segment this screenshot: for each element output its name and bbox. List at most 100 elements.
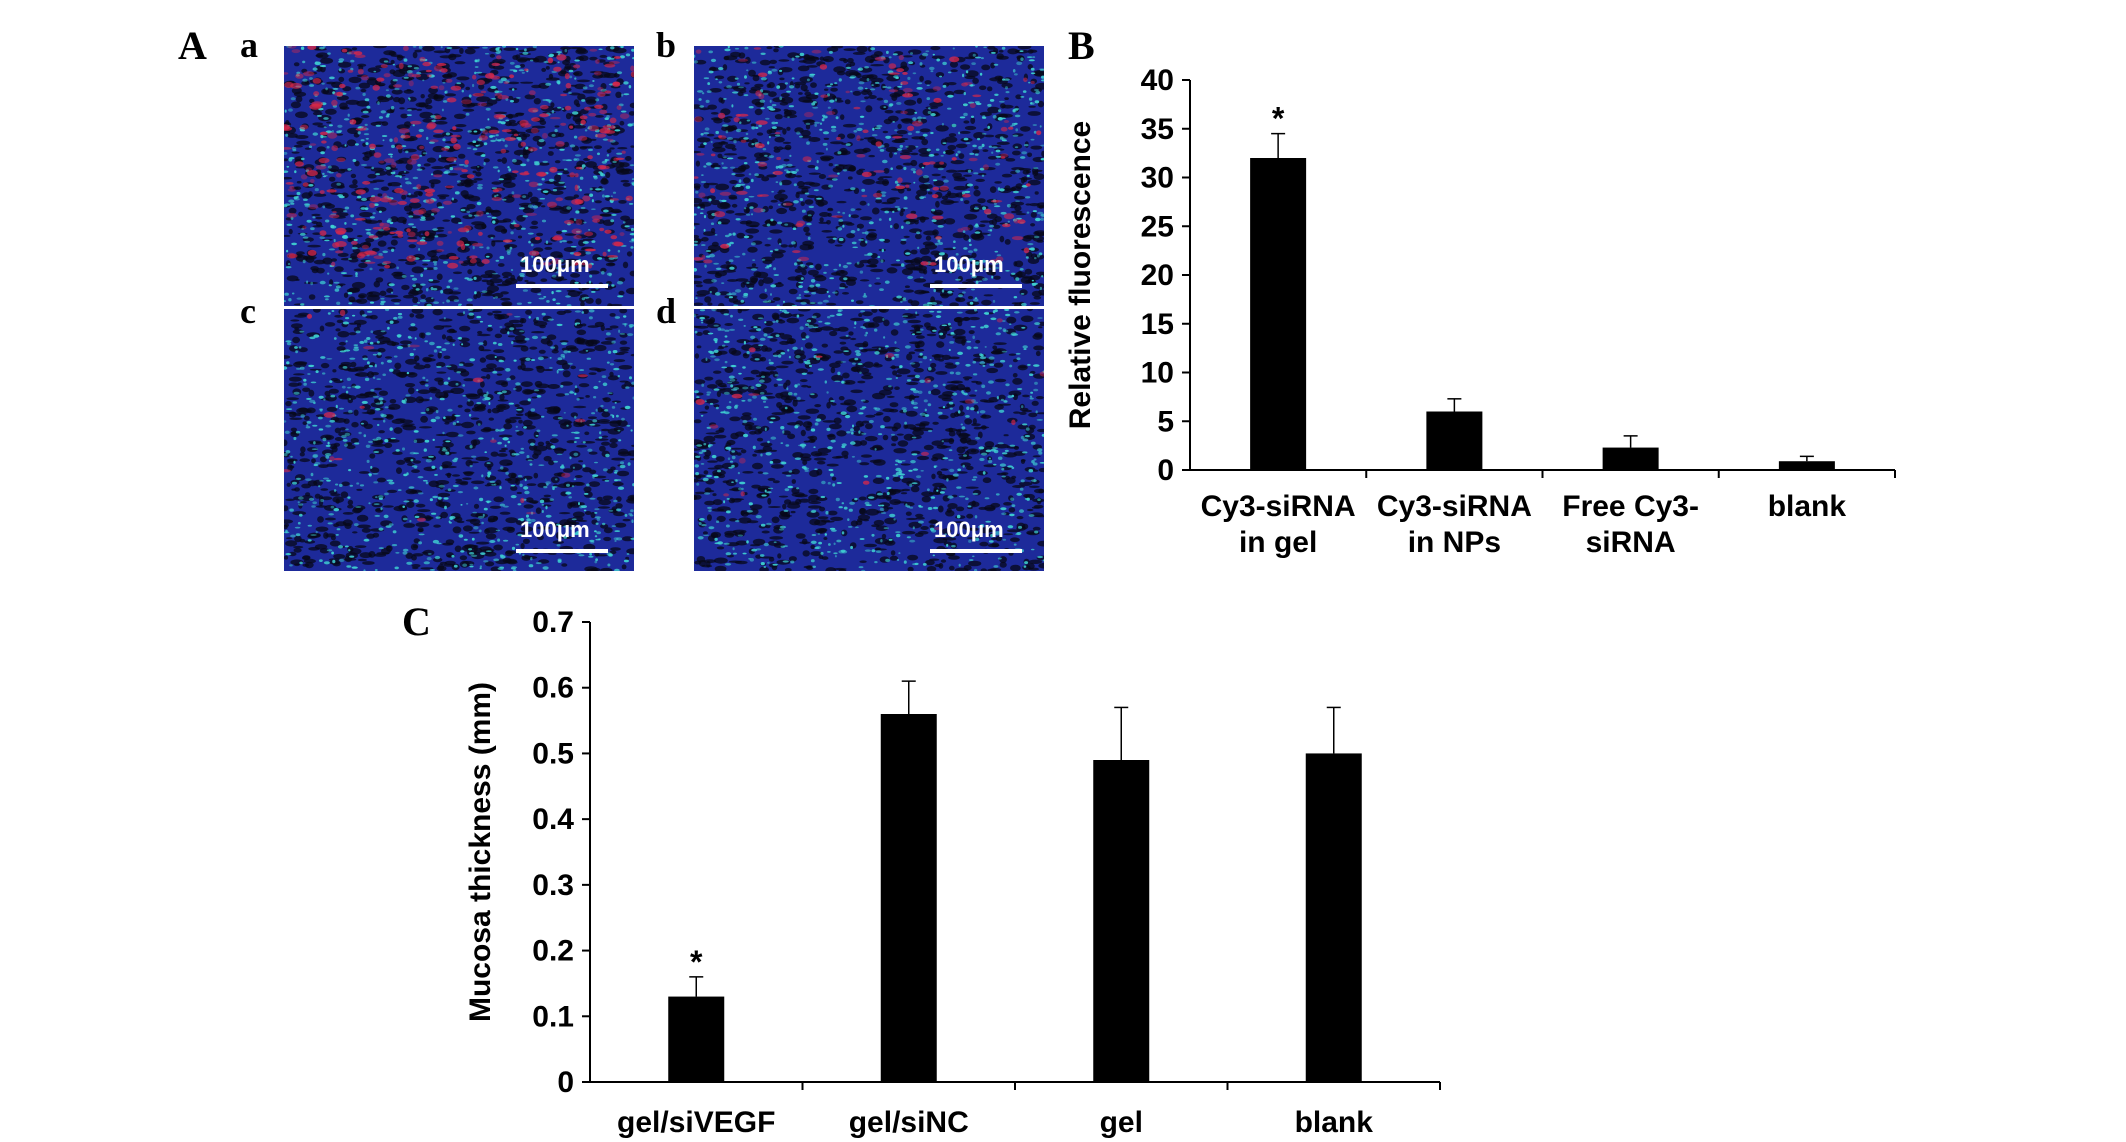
- dark-void: [940, 199, 955, 205]
- nucleus-dot: [469, 563, 474, 566]
- cy3-signal: [470, 258, 477, 264]
- dark-void: [725, 143, 736, 150]
- nucleus-dot: [323, 174, 328, 177]
- dark-void: [585, 161, 597, 168]
- nucleus-dot: [766, 106, 774, 109]
- dark-void: [487, 234, 496, 239]
- dark-void: [916, 189, 928, 196]
- cy3-signal: [932, 215, 944, 220]
- dark-void: [973, 189, 981, 197]
- cy3-signal: [696, 153, 705, 156]
- dark-void: [609, 438, 618, 444]
- cy3-signal: [310, 178, 315, 184]
- nucleus-dot: [522, 51, 529, 55]
- cy3-signal: [831, 215, 843, 218]
- dark-void: [390, 298, 402, 303]
- dark-void: [508, 319, 522, 324]
- nucleus-dot: [624, 513, 628, 517]
- dark-void: [397, 259, 407, 262]
- cy3-signal: [384, 264, 390, 269]
- cy3-signal: [897, 177, 903, 183]
- dark-void: [694, 183, 701, 189]
- dark-void: [284, 176, 293, 180]
- nucleus-dot: [370, 330, 374, 333]
- nucleus-dot: [418, 46, 423, 49]
- cy3-signal: [939, 185, 949, 191]
- cy3-signal: [757, 161, 768, 167]
- nucleus-dot: [444, 91, 447, 94]
- cy3-signal: [307, 249, 317, 256]
- dark-void: [316, 267, 325, 274]
- cy3-signal: [584, 231, 594, 237]
- dark-void: [499, 511, 511, 515]
- dark-void: [612, 400, 621, 403]
- dark-void: [699, 107, 710, 111]
- nucleus-dot: [731, 173, 736, 176]
- dark-void: [807, 195, 817, 198]
- dark-void: [286, 133, 298, 138]
- dark-void: [307, 244, 321, 248]
- dark-void: [578, 239, 586, 247]
- nucleus-dot: [760, 107, 765, 110]
- nucleus-dot: [556, 544, 561, 547]
- dark-void: [972, 77, 979, 84]
- nucleus-dot: [381, 135, 388, 137]
- dark-void: [1027, 179, 1041, 186]
- dark-void: [411, 469, 420, 473]
- dark-void: [358, 262, 368, 268]
- dark-void: [566, 440, 576, 444]
- scale-bar: [516, 284, 608, 288]
- cy3-signal: [962, 193, 971, 198]
- dark-void: [516, 275, 523, 282]
- nucleus-dot: [993, 266, 1000, 270]
- dark-void: [949, 302, 959, 306]
- nucleus-dot: [382, 250, 388, 254]
- nucleus-dot: [861, 232, 866, 234]
- nucleus-dot: [521, 71, 525, 74]
- nucleus-dot: [439, 351, 442, 353]
- dark-void: [947, 82, 957, 86]
- cy3-signal: [719, 191, 732, 196]
- dark-void: [859, 279, 870, 282]
- nucleus-dot: [361, 314, 367, 317]
- cy3-signal: [1036, 130, 1042, 136]
- dark-void: [629, 270, 634, 277]
- nucleus-dot: [930, 131, 934, 135]
- dark-void: [285, 498, 295, 501]
- dark-void: [1001, 173, 1013, 178]
- nucleus-dot: [833, 268, 838, 271]
- cy3-signal: [458, 260, 464, 264]
- dark-void: [479, 357, 487, 363]
- dark-void: [931, 173, 941, 177]
- nucleus-dot: [586, 357, 591, 360]
- dark-void: [1029, 49, 1038, 53]
- cy3-signal: [612, 81, 621, 87]
- cy3-signal: [436, 249, 445, 252]
- dark-void: [347, 504, 354, 509]
- nucleus-dot: [979, 167, 985, 171]
- dark-void: [1014, 205, 1022, 212]
- dark-void: [707, 302, 713, 306]
- nucleus-dot: [969, 301, 974, 305]
- nucleus-dot: [284, 453, 288, 457]
- nucleus-dot: [695, 297, 698, 299]
- dark-void: [357, 524, 371, 529]
- nucleus-dot: [286, 249, 289, 253]
- dark-void: [393, 427, 403, 434]
- cy3-signal: [284, 72, 289, 75]
- nucleus-dot: [980, 57, 984, 60]
- dark-void: [963, 174, 972, 177]
- dark-void: [549, 208, 563, 211]
- cy3-signal: [915, 169, 923, 176]
- dark-void: [735, 278, 749, 282]
- dark-void: [1020, 276, 1033, 284]
- nucleus-dot: [378, 547, 384, 549]
- dark-void: [302, 563, 310, 567]
- cy3-signal: [466, 174, 475, 179]
- nucleus-dot: [625, 386, 630, 389]
- dark-void: [476, 541, 490, 545]
- dark-void: [1032, 156, 1044, 163]
- nucleus-dot: [479, 128, 483, 131]
- nucleus-dot: [497, 343, 503, 346]
- nucleus-dot: [632, 57, 634, 60]
